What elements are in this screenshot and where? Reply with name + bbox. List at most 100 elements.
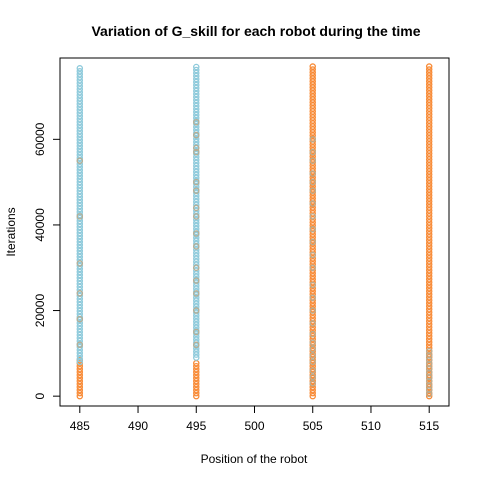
y-tick-label: 0: [33, 392, 47, 399]
data-point-orange: [309, 210, 316, 217]
data-point-orange: [309, 78, 316, 85]
data-point-blue: [76, 160, 84, 168]
data-point-orange: [425, 144, 433, 151]
data-point-blue: [193, 240, 200, 248]
data-point-orange: [309, 126, 316, 133]
data-point-orange: [425, 87, 433, 94]
data-point-blue: [76, 226, 84, 234]
data-point-orange: [309, 273, 316, 280]
data-point-orange: [425, 210, 433, 217]
data-point-blue: [193, 108, 200, 116]
data-point-orange: [425, 192, 433, 199]
data-point-orange: [309, 267, 316, 274]
data-point-orange: [425, 153, 433, 160]
data-point-orange: [309, 111, 316, 118]
data-point-blue: [76, 205, 84, 213]
data-point-mixed: [76, 213, 84, 220]
data-point-blue: [193, 174, 200, 182]
data-point-blue: [193, 309, 200, 316]
data-point-mixed: [309, 380, 316, 387]
data-point-blue: [76, 352, 84, 360]
data-point-orange: [309, 341, 316, 349]
data-point-orange: [309, 198, 316, 205]
data-point-orange: [193, 368, 200, 376]
data-point-orange: [425, 249, 433, 256]
data-point-blue: [193, 135, 200, 143]
data-point-blue: [76, 319, 84, 327]
data-point-orange: [193, 392, 200, 400]
data-point-orange: [425, 267, 433, 274]
data-point-orange: [309, 279, 316, 286]
data-point-orange: [425, 186, 433, 193]
data-point-mixed: [425, 352, 433, 359]
data-point-blue: [193, 318, 200, 325]
data-point-orange: [309, 114, 316, 121]
data-point-orange: [309, 297, 316, 304]
data-point-mixed: [193, 307, 200, 314]
data-point-orange: [309, 347, 316, 355]
data-point-orange: [425, 231, 433, 238]
data-point-orange: [309, 389, 316, 397]
data-point-orange: [425, 96, 433, 103]
data-point-orange: [309, 216, 316, 223]
data-point-blue: [193, 69, 200, 77]
data-point-blue: [76, 124, 84, 132]
data-point-blue: [193, 156, 200, 164]
data-point-orange: [425, 183, 433, 190]
data-point-blue: [76, 172, 84, 180]
data-point-blue: [193, 339, 200, 346]
data-point-blue: [76, 127, 84, 135]
data-point-mixed: [309, 345, 316, 353]
data-point-mixed: [193, 277, 200, 284]
data-point-orange: [309, 168, 316, 175]
y-axis-label: Iterations: [4, 207, 18, 256]
data-point-blue: [76, 202, 84, 210]
data-point-orange: [309, 96, 316, 103]
data-point-blue: [193, 168, 200, 176]
data-point-blue: [76, 241, 84, 249]
data-point-blue: [76, 277, 84, 285]
data-point-mixed: [193, 144, 200, 152]
data-point-orange: [425, 84, 433, 91]
data-point-blue: [193, 348, 200, 355]
data-point-mixed: [193, 290, 200, 297]
data-point-orange: [425, 168, 433, 175]
data-point-orange: [309, 90, 316, 97]
data-point-mixed: [193, 178, 200, 186]
data-point-orange: [425, 105, 433, 112]
data-point-mixed: [193, 328, 200, 336]
data-point-orange: [425, 326, 433, 334]
data-point-blue: [193, 198, 200, 206]
data-point-blue: [76, 112, 84, 120]
data-point-mixed: [76, 315, 84, 323]
data-point-blue: [193, 99, 200, 107]
data-point-orange: [425, 135, 433, 142]
data-point-mixed: [309, 238, 316, 246]
data-point-blue: [76, 232, 84, 240]
data-point-orange: [193, 362, 200, 370]
data-point-orange: [76, 383, 84, 391]
data-point-mixed: [309, 187, 316, 194]
data-point-blue: [76, 91, 84, 99]
data-point-orange: [425, 273, 433, 280]
data-point-blue: [76, 71, 84, 78]
data-point-blue: [193, 102, 200, 110]
data-point-blue: [76, 106, 84, 114]
data-point-blue: [76, 208, 84, 216]
data-point-orange: [309, 117, 316, 124]
data-point-blue: [76, 136, 84, 144]
data-point-blue: [76, 103, 84, 111]
data-point-blue: [76, 175, 84, 183]
data-point-blue: [193, 270, 200, 277]
data-point-orange: [425, 341, 433, 349]
data-point-mixed: [76, 157, 84, 164]
data-point-mixed: [425, 390, 433, 398]
data-point-orange: [309, 362, 316, 370]
data-point-blue: [193, 66, 200, 74]
data-point-blue: [193, 258, 200, 265]
data-point-orange: [425, 258, 433, 265]
data-point-blue: [76, 133, 84, 141]
data-point-blue: [76, 109, 84, 117]
data-point-mixed: [193, 230, 200, 237]
data-point-blue: [193, 195, 200, 203]
